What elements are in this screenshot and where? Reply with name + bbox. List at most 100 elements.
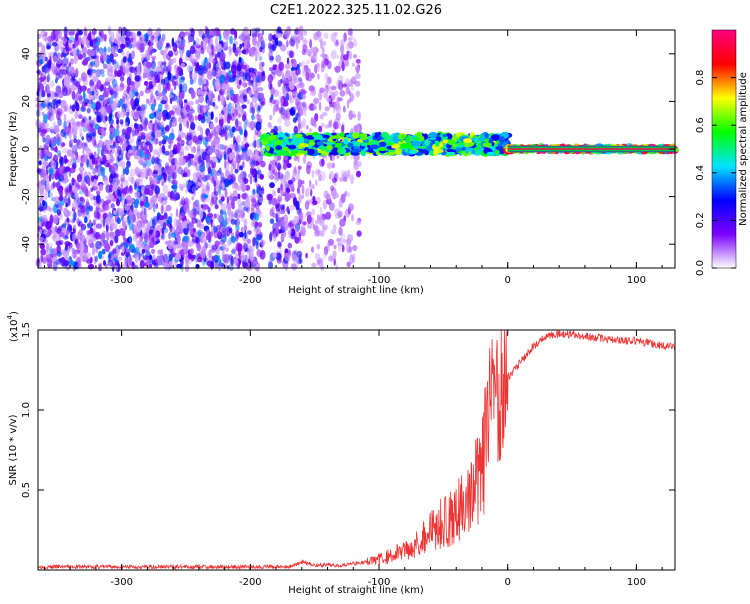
- heatmap-cell: [45, 134, 51, 145]
- heatmap-cell: [139, 259, 145, 269]
- heatmap-cell: [66, 104, 69, 110]
- heatmap-cell: [109, 133, 114, 140]
- heatmap-cell: [180, 212, 185, 219]
- heatmap-cell: [269, 208, 274, 217]
- heatmap-cell: [138, 149, 145, 158]
- heatmap-cell: [324, 124, 330, 129]
- heatmap-cell: [191, 196, 194, 201]
- heatmap-cell: [269, 182, 275, 189]
- heatmap-cell: [65, 41, 69, 52]
- heatmap-cell: [78, 36, 82, 46]
- heatmap-cell: [256, 40, 260, 48]
- heatmap-cell: [204, 60, 210, 69]
- heatmap-cell: [234, 168, 239, 174]
- heatmap-cell: [112, 52, 119, 58]
- heatmap-cell: [238, 56, 242, 63]
- spectrogram-heatmap: [35, 25, 680, 273]
- heatmap-cell: [119, 227, 126, 236]
- heatmap-cell: [329, 119, 333, 128]
- heatmap-cell: [149, 91, 154, 101]
- heatmap-cell: [163, 227, 169, 234]
- heatmap-cell: [52, 108, 57, 115]
- heatmap-cell: [196, 165, 200, 172]
- heatmap-cell: [321, 158, 325, 166]
- heatmap-cell: [95, 101, 101, 111]
- heatmap-cell: [251, 160, 257, 166]
- heatmap-cell: [82, 116, 88, 122]
- heatmap-cell: [253, 193, 259, 199]
- heatmap-cell: [268, 67, 274, 72]
- heatmap-cell: [87, 234, 94, 243]
- heatmap-cell: [84, 216, 88, 224]
- heatmap-cell: [253, 32, 257, 38]
- heatmap-cell: [99, 262, 103, 272]
- heatmap-cell: [211, 162, 215, 169]
- heatmap-cell: [282, 87, 288, 97]
- heatmap-cell: [214, 240, 220, 248]
- heatmap-cell: [80, 244, 85, 252]
- heatmap-cell: [68, 31, 75, 36]
- heatmap-cell: [333, 244, 337, 250]
- heatmap-cell: [260, 239, 264, 250]
- heatmap-cell: [88, 99, 92, 108]
- heatmap-cell: [224, 124, 230, 131]
- heatmap-cell: [61, 262, 67, 268]
- heatmap-cell: [242, 242, 247, 251]
- heatmap-cell: [141, 112, 146, 121]
- heatmap-cell: [333, 31, 338, 37]
- heatmap-cell: [330, 49, 337, 60]
- heatmap-cell: [73, 224, 77, 229]
- heatmap-cell: [95, 184, 102, 195]
- heatmap-cell: [139, 90, 144, 97]
- heatmap-cell: [148, 122, 153, 130]
- heatmap-cell: [87, 33, 92, 41]
- heatmap-cell: [295, 40, 299, 50]
- heatmap-cell: [228, 152, 233, 161]
- heatmap-cell: [213, 168, 216, 174]
- heatmap-cell: [46, 76, 50, 83]
- heatmap-cell: [277, 196, 282, 203]
- heatmap-cell: [61, 142, 66, 147]
- heatmap-cell: [73, 121, 77, 132]
- heatmap-cell: [165, 204, 172, 212]
- heatmap-cell: [116, 120, 119, 125]
- heatmap-cell: [215, 43, 223, 53]
- heatmap-cell: [153, 168, 159, 176]
- heatmap-cell: [165, 124, 170, 132]
- heatmap-cell: [158, 255, 164, 265]
- heatmap-cell: [73, 158, 77, 167]
- heatmap-cell: [330, 185, 335, 192]
- heatmap-cell: [190, 122, 196, 130]
- heatmap-cell: [207, 99, 211, 106]
- heatmap-cell: [156, 236, 162, 241]
- heatmap-cell: [61, 63, 67, 68]
- heatmap-cell: [55, 240, 62, 246]
- heatmap-cell: [42, 34, 48, 42]
- heatmap-cell: [229, 35, 233, 45]
- heatmap-cell: [212, 225, 217, 234]
- heatmap-cell: [38, 106, 44, 111]
- heatmap-cell: [355, 90, 360, 98]
- heatmap-cell: [326, 97, 331, 103]
- heatmap-cell: [168, 110, 175, 115]
- heatmap-cell: [56, 250, 62, 257]
- heatmap-cell: [322, 249, 327, 260]
- heatmap-cell: [249, 142, 255, 147]
- heatmap-cell: [122, 107, 126, 116]
- heatmap-cell: [109, 96, 114, 104]
- heatmap-cell: [342, 105, 346, 113]
- heatmap-cell: [137, 31, 142, 36]
- heatmap-cell: [152, 179, 156, 186]
- heatmap-cell: [355, 66, 360, 71]
- heatmap-cell: [64, 126, 71, 134]
- heatmap-cell: [200, 249, 206, 259]
- heatmap-cell: [113, 171, 117, 181]
- heatmap-cell: [161, 33, 166, 42]
- heatmap-cell: [134, 127, 139, 136]
- heatmap-cell: [357, 111, 361, 121]
- heatmap-cell: [302, 155, 307, 164]
- heatmap-cell: [119, 119, 124, 125]
- heatmap-cell: [85, 198, 89, 208]
